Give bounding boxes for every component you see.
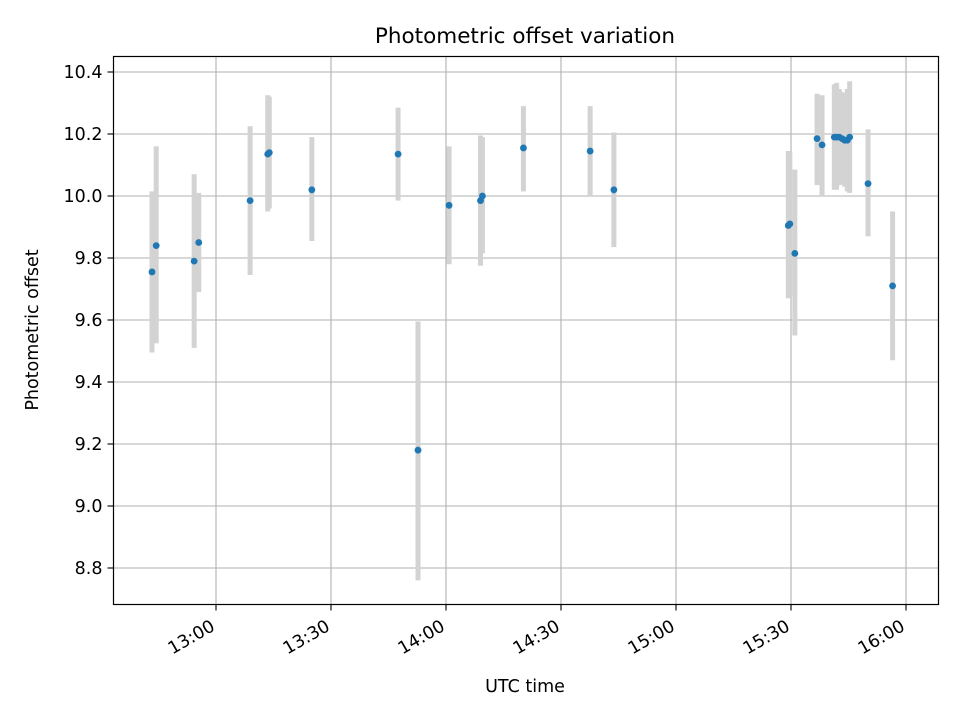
data-point xyxy=(864,180,872,188)
data-point xyxy=(394,150,402,158)
data-point xyxy=(479,192,486,200)
data-point xyxy=(818,141,826,149)
grid-lines xyxy=(113,56,939,605)
data-point xyxy=(586,147,594,155)
y-tick-label: 9.6 xyxy=(75,311,103,331)
y-tick-label: 10.2 xyxy=(64,125,103,145)
y-tick-label: 9.8 xyxy=(75,249,103,269)
y-tick-label: 9.0 xyxy=(75,497,103,517)
data-point xyxy=(414,446,422,454)
data-point xyxy=(148,268,156,276)
y-tick-label: 9.4 xyxy=(75,373,103,393)
data-point xyxy=(889,282,896,290)
data-point xyxy=(445,201,453,209)
data-point xyxy=(520,144,527,152)
data-point xyxy=(265,149,273,157)
chart-title: Photometric offset variation xyxy=(375,24,675,49)
data-points xyxy=(148,133,896,454)
data-point xyxy=(846,133,854,141)
plot-frame xyxy=(112,55,940,606)
y-axis-ticks: 8.8 9.0 9.2 9.4 9.6 9.8 10.0 10.2 10.4 xyxy=(64,63,114,579)
data-point xyxy=(610,186,618,194)
data-point xyxy=(786,220,794,228)
y-tick-label: 10.0 xyxy=(64,187,103,207)
data-point xyxy=(190,257,198,265)
data-point xyxy=(308,186,316,194)
y-tick-label: 8.8 xyxy=(75,559,103,579)
x-axis-label: UTC time xyxy=(485,677,565,697)
data-point xyxy=(152,242,160,250)
data-point xyxy=(813,135,821,143)
data-point xyxy=(195,239,203,246)
y-tick-label: 10.4 xyxy=(64,63,103,83)
data-point xyxy=(246,197,254,205)
y-axis-label: Photometric offset xyxy=(23,249,43,410)
y-tick-label: 9.2 xyxy=(75,435,103,455)
data-point xyxy=(791,249,799,257)
